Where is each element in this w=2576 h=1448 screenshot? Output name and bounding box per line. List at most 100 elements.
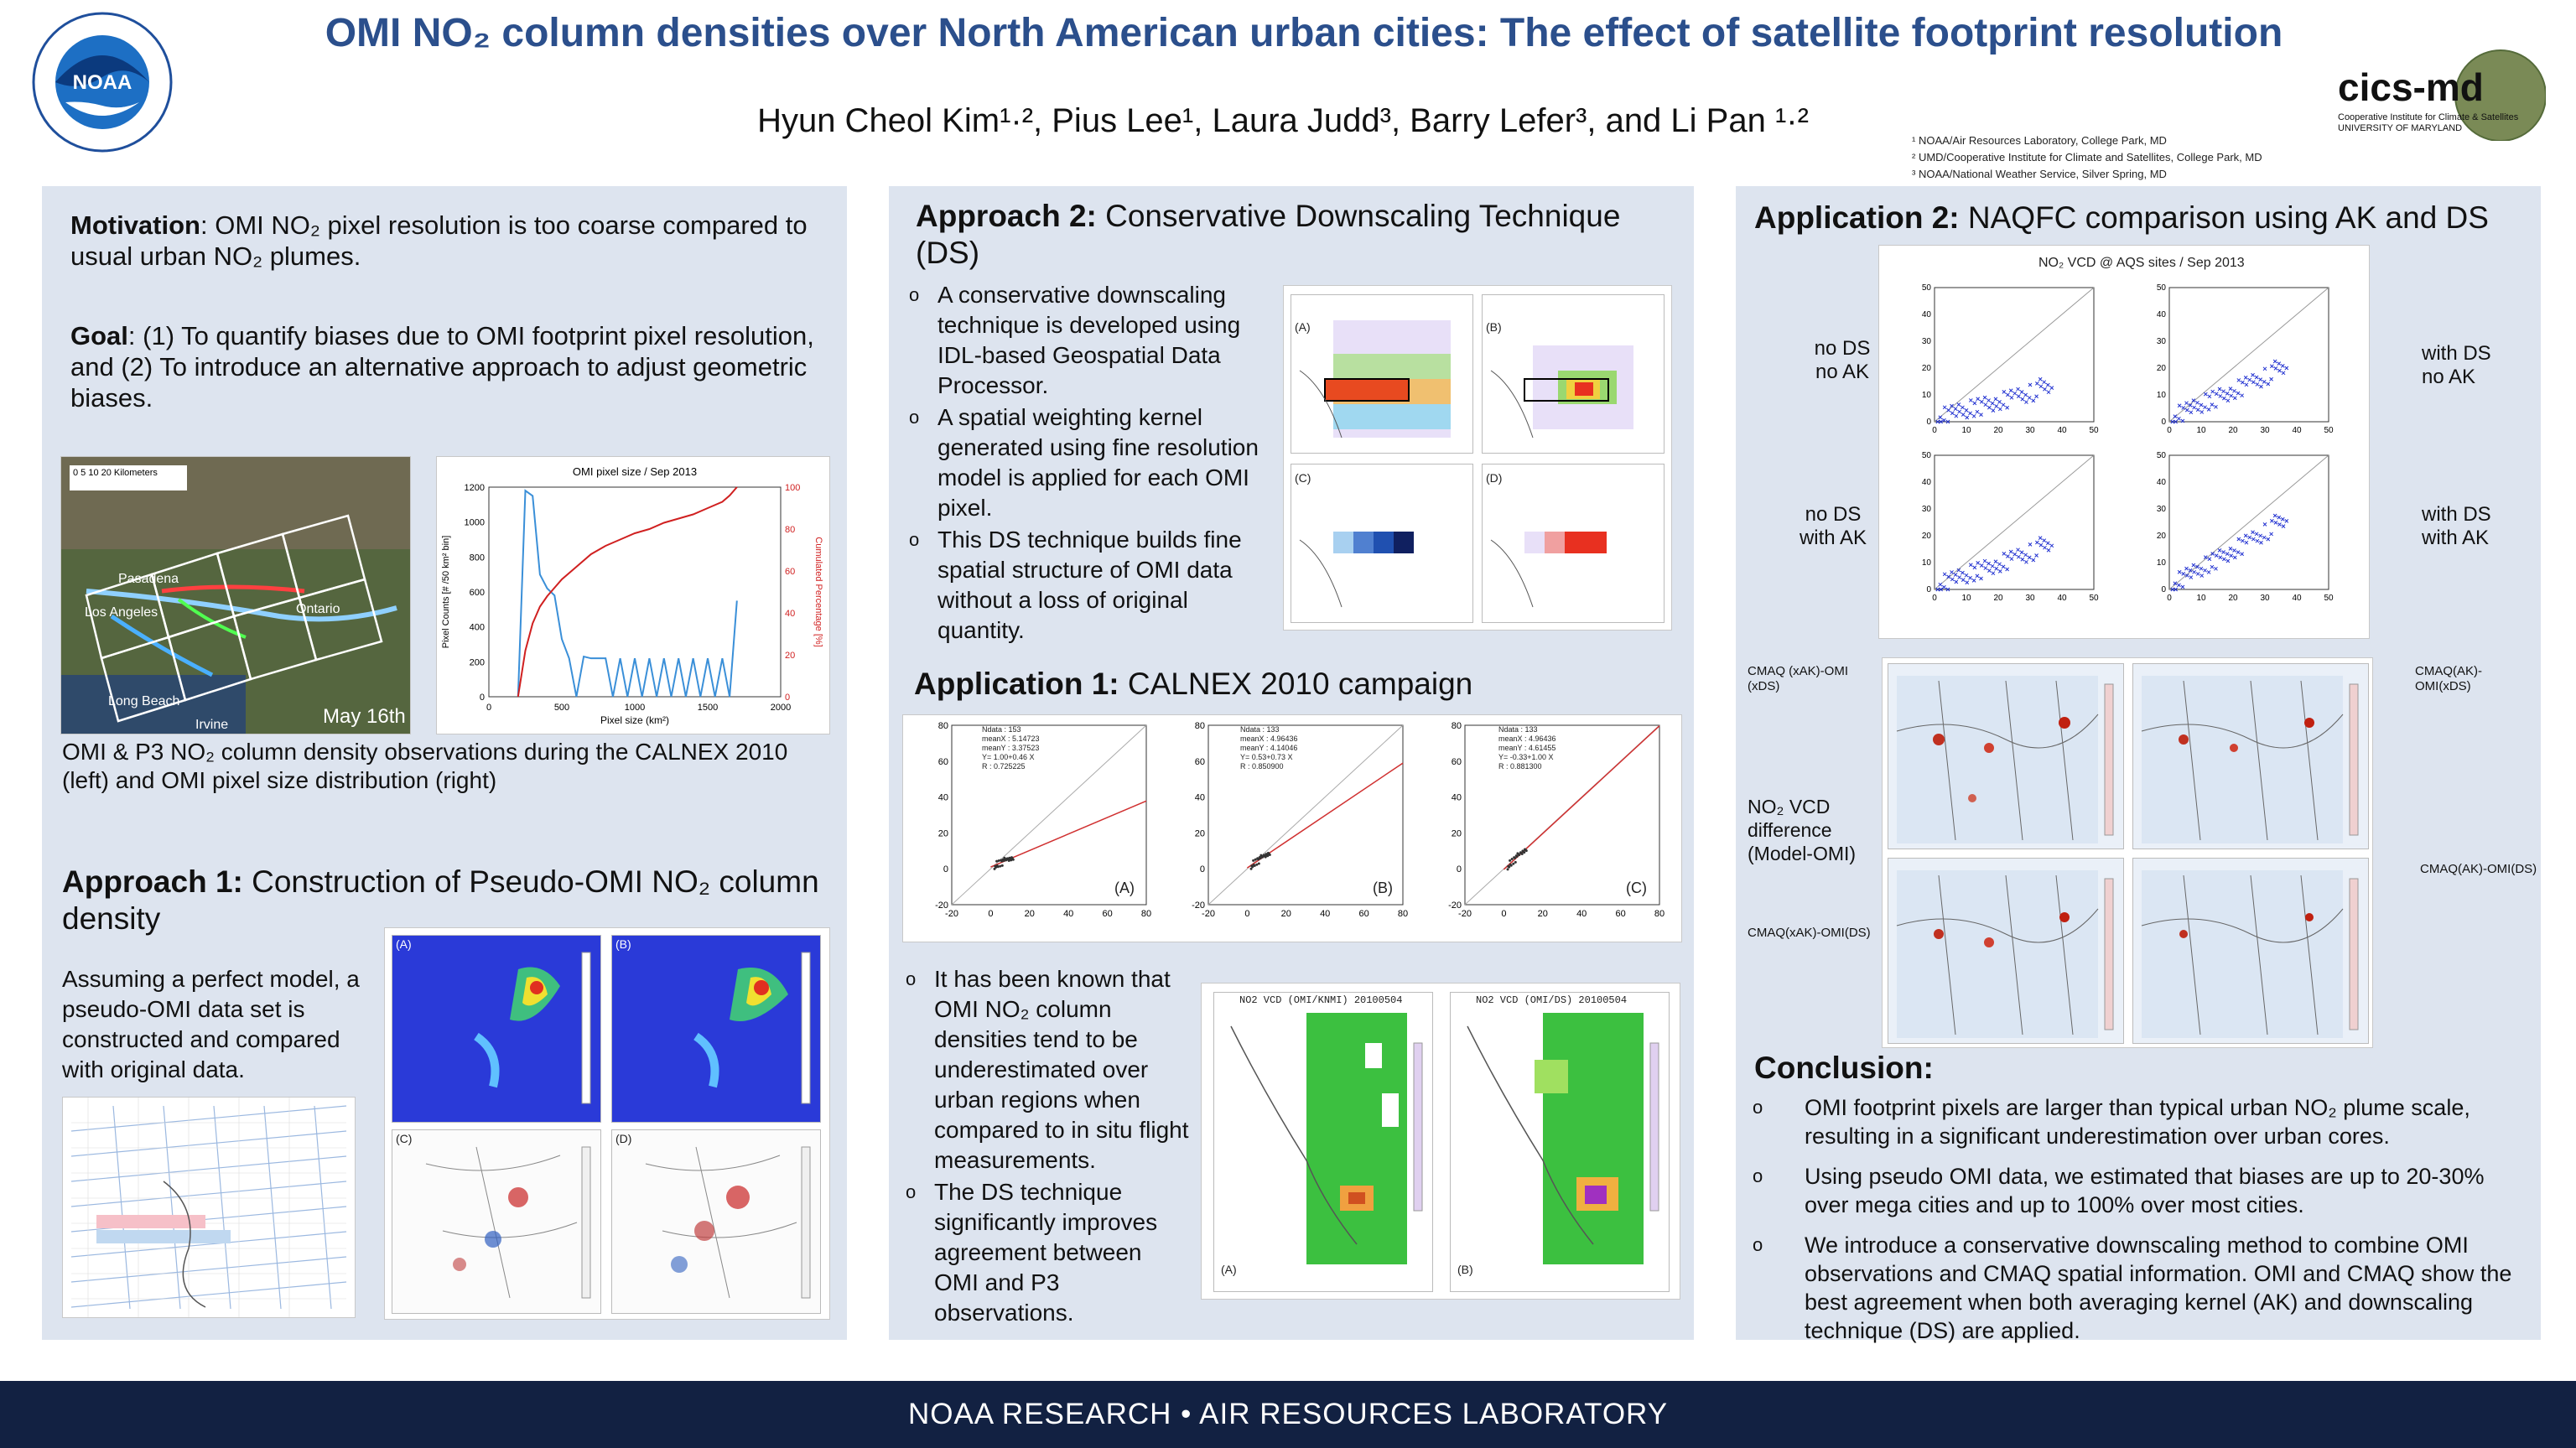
- map-label-ak-xds: CMAQ(AK)-OMI(xDS): [2415, 664, 2482, 693]
- aqs-scatter-point: [2195, 564, 2199, 569]
- aqs-scatter-point: [2259, 384, 2263, 389]
- y-tick-label: 20: [2157, 364, 2167, 373]
- x-tick-label: -20: [1458, 909, 1472, 919]
- y-tick-label: 40: [1195, 793, 1205, 803]
- aqs-scatter-point: [2045, 541, 2050, 546]
- aqs-scatter-point: [2020, 397, 2025, 402]
- aqs-scatter-point: [2203, 392, 2208, 397]
- aqs-scatter-point: [2228, 387, 2233, 391]
- aqs-scatter-point: [2180, 584, 2185, 589]
- scatter-point: [1249, 867, 1253, 870]
- aqs-scatter-point: [2218, 394, 2223, 398]
- scatter-point: [995, 859, 999, 863]
- pseudo-omi-map-b: (B): [611, 935, 821, 1123]
- bullet-item: We introduce a conservative downscaling …: [1746, 1231, 2524, 1345]
- x-tick-label: -20: [945, 909, 958, 919]
- bullet-item: It has been known that OMI NO₂ column de…: [906, 964, 1191, 1176]
- scatter-point: [1509, 859, 1512, 862]
- pixel-grid-illustration: [62, 1097, 356, 1318]
- aqs-scatter-point: [2002, 552, 2007, 556]
- aqs-scatter-point: [1968, 575, 1972, 580]
- aqs-scatter-point: [2027, 555, 2032, 560]
- aqs-scatter-point: [2214, 566, 2218, 571]
- x-tick-label: 60: [1615, 909, 1625, 919]
- aqs-scatter-point: [2258, 533, 2263, 538]
- aqs-scatter-point: [2284, 519, 2289, 523]
- x-tick-label: 40: [1320, 909, 1330, 919]
- conclusion-bullets: OMI footprint pixels are larger than typ…: [1746, 1093, 2524, 1357]
- aqs-scatter-point: [2232, 388, 2236, 393]
- scatter-point: [1003, 856, 1006, 859]
- aqs-scatter-point: [2266, 381, 2271, 387]
- x-tick-label: 0: [1501, 909, 1506, 919]
- aqs-scatter-point: [1968, 563, 1973, 568]
- aqs-scatter-point: [2281, 524, 2286, 528]
- scatter-point: [1514, 854, 1518, 858]
- y-tick-label: 40: [1452, 793, 1462, 803]
- aqs-scatter-point: [2258, 377, 2263, 382]
- aqs-scatter-point: [2170, 587, 2175, 592]
- aqs-scatter-point: [2280, 363, 2285, 368]
- aqs-scatter-point: [1976, 561, 1981, 565]
- y-tick-label: 20: [1922, 364, 1932, 373]
- ds-panel-label-c: (C): [1295, 471, 1311, 485]
- application1-heading: Application 1: CALNEX 2010 campaign: [914, 667, 1473, 701]
- x-tick-label: 1000: [625, 703, 645, 713]
- aqs-one-to-one-line: [2168, 287, 2329, 423]
- aqs-scatter-point: [2046, 390, 2051, 395]
- map-date: May 16th: [323, 705, 406, 728]
- scatter-label-nods-noak: no DS no AK: [1814, 337, 1871, 383]
- no2-map-panel-b: (B): [1457, 1263, 1473, 1276]
- aqs-scatter-point: [1935, 587, 1940, 592]
- x-tick-label: 10: [2196, 426, 2206, 435]
- aqs-scatter-point: [2023, 392, 2028, 397]
- aqs-scatter-point: [2020, 557, 2025, 562]
- cics-logo: cics-md Cooperative Institute for Climat…: [2336, 49, 2547, 142]
- scatter-label-c: (C): [1626, 880, 1647, 896]
- aqs-scatter-point: [1983, 566, 1988, 570]
- aqs-scatter-point: [1950, 411, 1955, 416]
- x-tick-label: 50: [2324, 426, 2334, 435]
- aqs-scatter-point: [2181, 406, 2186, 410]
- application2-heading: Application 2: NAQFC comparison using AK…: [1754, 200, 2489, 235]
- aqs-scatter-point: [2277, 368, 2282, 373]
- aqs-scatter-point: [2034, 553, 2038, 558]
- vcd-difference-label: NO₂ VCD difference (Model-OMI): [1748, 796, 1857, 864]
- scatter-point: [1252, 859, 1255, 862]
- downscaling-figure: (A) (B) (C) (D): [1283, 285, 1672, 631]
- aqs-scatter-point: [1990, 563, 1995, 568]
- x-tick-label: 0: [2167, 594, 2172, 603]
- y2-tick-label: 80: [785, 525, 795, 535]
- aqs-scatter-point: [2236, 537, 2241, 542]
- aqs-scatter-point: [1987, 561, 1991, 566]
- aqs-scatter-point: [1993, 559, 1998, 564]
- y2-tick-label: 20: [785, 651, 795, 661]
- scatter-label-withds-noak: with DS no AK: [2422, 342, 2491, 388]
- scatter-one-to-one-line: [1208, 724, 1404, 906]
- aqs-scatter-point: [1965, 415, 1970, 420]
- cics-logo-subtitle: Cooperative Institute for Climate & Sate…: [2338, 112, 2519, 133]
- aqs-scatter-point: [2254, 375, 2259, 380]
- aqs-scatter-point: [1979, 413, 1983, 418]
- aqs-scatter-point: [1957, 575, 1961, 579]
- aqs-scatter-point: [2225, 398, 2231, 403]
- y-tick-label: 0: [1926, 585, 1931, 594]
- y-tick-label: 80: [1452, 721, 1462, 731]
- bullet-item: The DS technique significantly improves …: [906, 1177, 1191, 1328]
- aqs-scatter-point: [2243, 376, 2248, 380]
- y-tick-label: 0: [1457, 864, 1462, 875]
- aqs-scatter-point: [2255, 382, 2260, 387]
- pseudo-omi-map-a: (A): [392, 935, 601, 1123]
- aqs-scatter-point: [2254, 532, 2259, 537]
- x-tick-label: 40: [2057, 594, 2067, 603]
- bullet-item: Using pseudo OMI data, we estimated that…: [1746, 1162, 2524, 1219]
- aqs-scatter-point: [2236, 378, 2241, 382]
- aqs-scatter-point: [1942, 405, 1947, 410]
- y-tick-label: 200: [470, 657, 485, 667]
- pseudo-omi-maps: (A) (B) (C) (D: [384, 927, 830, 1320]
- x-tick-label: 0: [1932, 426, 1937, 435]
- aqs-scatter-point: [2272, 513, 2277, 518]
- y2-tick-label: 40: [785, 609, 795, 619]
- aqs-scatter-point: [1938, 582, 1943, 587]
- x-tick-label: 40: [2292, 594, 2302, 603]
